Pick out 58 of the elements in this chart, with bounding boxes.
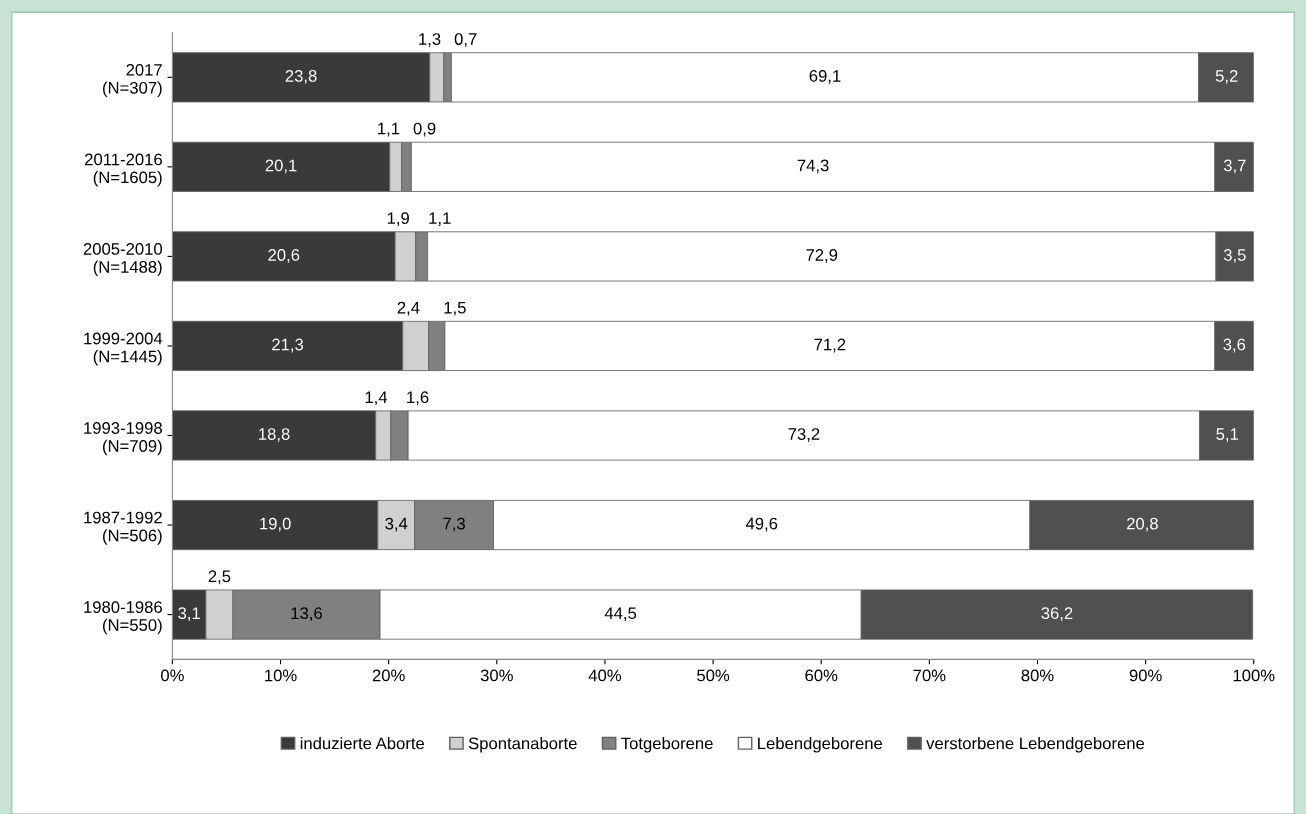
- x-tick-label: 70%: [913, 669, 946, 682]
- data-label: 49,6: [745, 517, 778, 532]
- data-label: 3,6: [1223, 338, 1246, 353]
- data-label: 71,2: [814, 338, 846, 353]
- data-label: 1,6: [407, 391, 429, 406]
- data-label: 3,7: [1223, 159, 1246, 174]
- x-tick-label: 60%: [805, 669, 838, 682]
- data-label: 1,4: [365, 391, 388, 406]
- x-tick-label: 20%: [372, 669, 405, 682]
- data-label: 1,5: [444, 301, 466, 316]
- x-tick-label: 10%: [265, 669, 297, 682]
- data-label: 74,3: [797, 159, 829, 174]
- legend-label: induzierte Aborte: [300, 737, 425, 750]
- x-tick-label: 0%: [161, 669, 184, 682]
- data-label: 73,2: [788, 428, 820, 442]
- data-label: 1,1: [429, 212, 451, 226]
- y-tick-label: 2011-2016 (N=1605): [85, 153, 162, 187]
- data-label: 3,4: [385, 517, 408, 532]
- legend-label: verstorbene Lebendgeborene: [926, 737, 1145, 753]
- data-label: 20,8: [1127, 517, 1158, 532]
- data-label: 5,1: [1216, 428, 1239, 442]
- data-label: 2,4: [397, 301, 420, 316]
- x-tick-label: 40%: [588, 669, 622, 682]
- y-tick-label: 1980-1986 (N=550): [84, 601, 162, 635]
- data-label: 1,9: [387, 212, 409, 226]
- y-tick-label: 1987-1992 (N=506): [84, 511, 162, 545]
- legend-label: Lebendgeborene: [758, 737, 883, 753]
- data-label: 0,7: [454, 33, 477, 47]
- x-tick-label: 50%: [697, 669, 730, 682]
- data-label: 20,6: [268, 249, 300, 263]
- x-tick-label: 100%: [1233, 669, 1275, 682]
- data-label: 69,1: [809, 70, 841, 84]
- data-label: 1,3: [419, 33, 441, 47]
- x-tick-label: 30%: [480, 669, 513, 682]
- data-label: 1,1: [378, 122, 400, 137]
- y-tick-label: 1993-1998 (N=709): [84, 422, 162, 456]
- y-tick-label: 2017 (N=307): [103, 63, 162, 97]
- legend-label: Totgeborene: [621, 737, 713, 753]
- data-label: 2,5: [208, 570, 231, 585]
- data-label: 20,1: [265, 159, 297, 174]
- data-label: 13,6: [291, 607, 322, 622]
- x-tick-label: 80%: [1021, 669, 1054, 682]
- data-label: 72,9: [806, 249, 838, 263]
- y-tick-label: 2005-2010 (N=1488): [83, 243, 163, 277]
- data-label: 18,8: [259, 428, 290, 442]
- data-label: 44,5: [604, 607, 637, 622]
- data-label: 5,2: [1215, 70, 1238, 84]
- data-label: 21,3: [272, 338, 304, 353]
- legend-label: Spontanaborte: [468, 737, 577, 753]
- x-tick-label: 90%: [1129, 669, 1162, 682]
- data-label: 3,1: [178, 607, 200, 622]
- y-tick-label: 1999-2004 (N=1445): [84, 332, 163, 366]
- data-label: 3,5: [1223, 249, 1246, 263]
- data-label: 19,0: [260, 517, 291, 532]
- data-label: 0,9: [413, 122, 436, 137]
- data-label: 7,3: [443, 517, 465, 532]
- data-label: 36,2: [1041, 607, 1073, 622]
- data-label: 23,8: [285, 70, 317, 84]
